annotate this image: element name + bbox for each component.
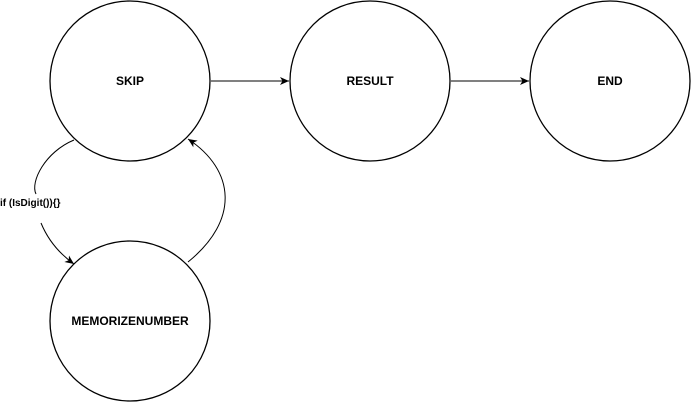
node-result-label: RESULT [346,74,394,88]
node-skip[interactable]: SKIP [49,0,211,162]
node-skip-label: SKIP [116,74,144,88]
edge-skip-to-memorizenumber-lower [40,222,75,265]
node-memorizenumber-circle [49,240,211,402]
node-memorizenumber-label: MEMORIZENUMBER [71,314,189,328]
node-end-circle [529,0,691,162]
node-result[interactable]: RESULT [289,0,451,162]
node-memorizenumber[interactable]: MEMORIZENUMBER [49,240,211,402]
edge-label-isdigit: if (IsDigit()){} [0,198,61,209]
node-result-circle [289,0,451,162]
edge-skip-to-memorizenumber [34,139,75,195]
node-end[interactable]: END [529,0,691,162]
edge-memorizenumber-to-skip [187,138,226,263]
node-end-label: END [597,74,623,88]
node-skip-circle [49,0,211,162]
edges [34,77,529,265]
